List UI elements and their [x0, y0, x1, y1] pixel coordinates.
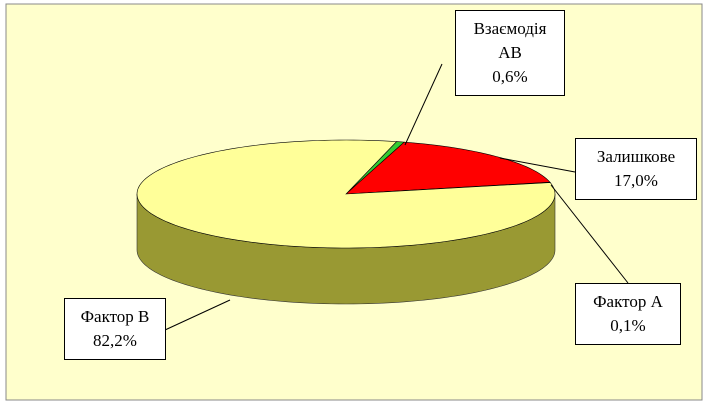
data-label: Взаємодія AB 0,6% — [455, 10, 565, 96]
leader-line — [550, 184, 629, 284]
data-label: Залишкове 17,0% — [575, 138, 697, 200]
pie-slice — [345, 141, 551, 195]
pie-slice — [136, 139, 556, 249]
pie-tops — [136, 139, 556, 249]
data-label: Фактор А 0,1% — [575, 283, 681, 345]
leader-line — [164, 299, 231, 331]
leader-line — [404, 63, 443, 146]
leader-line — [499, 157, 576, 173]
data-label: Фактор В 82,2% — [64, 298, 166, 360]
leader-lines — [164, 63, 629, 331]
